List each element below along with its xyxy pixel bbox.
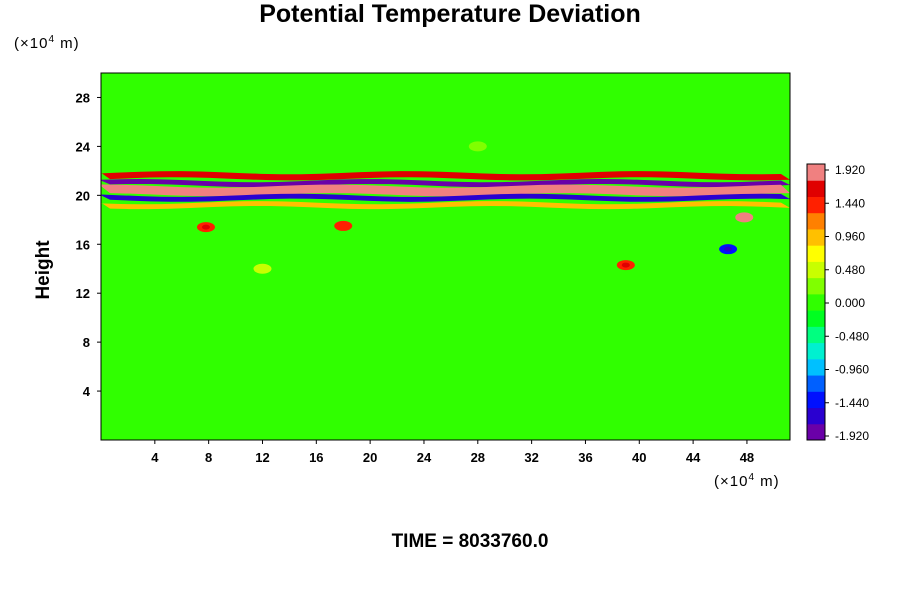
field-band: [101, 171, 790, 181]
colorbar-swatch: [807, 326, 825, 344]
y-tick-label: 12: [76, 286, 90, 301]
colorbar-swatch: [807, 261, 825, 279]
colorbar-swatch: [807, 407, 825, 425]
colorbar-swatch: [807, 310, 825, 327]
chart-title: Potential Temperature Deviation: [259, 0, 641, 28]
x-tick-label: 32: [524, 450, 538, 465]
colorbar-swatch: [807, 342, 825, 360]
y-axis-ticks: 4 8 12 16 20 24 28: [76, 90, 101, 399]
y-tick-label: 4: [83, 384, 91, 399]
x-tick-label: 28: [471, 450, 485, 465]
field-blob-core: [339, 223, 348, 229]
time-label: TIME = 8033760.0: [391, 531, 549, 552]
field-blob-core: [724, 246, 733, 252]
colorbar-frame: [806, 163, 826, 441]
colorbar-label: -0.960: [835, 363, 869, 377]
colorbar-swatch: [807, 180, 825, 197]
x-tick-label: 20: [363, 450, 377, 465]
field-band: [101, 193, 790, 202]
y-tick-label: 24: [76, 139, 91, 154]
colorbar-label: 0.960: [835, 230, 865, 244]
y-tick-label: 16: [76, 237, 90, 252]
colorbar-label: -1.440: [835, 396, 869, 410]
colorbar-swatch: [807, 423, 825, 441]
colorbar-swatch: [807, 375, 825, 392]
field-background: [101, 73, 790, 440]
colorbar-swatch: [807, 228, 825, 246]
x-axis-unit: (×104 m): [714, 472, 780, 490]
x-tick-label: 48: [740, 450, 754, 465]
colorbar-label: -0.480: [835, 329, 869, 343]
field-blob-core: [201, 224, 210, 230]
colorbar-label: 1.440: [835, 196, 865, 210]
field-blob-core: [258, 266, 267, 272]
field-band: [101, 201, 790, 210]
colorbar-label: 1.920: [835, 163, 865, 177]
field-blob-core: [740, 214, 749, 220]
field-blob-core: [473, 143, 482, 149]
x-tick-label: 44: [686, 450, 701, 465]
heatmap-field: [101, 73, 790, 440]
y-tick-label: 28: [76, 90, 90, 105]
x-tick-label: 24: [417, 450, 432, 465]
plot-frame: [100, 72, 791, 441]
x-tick-label: 8: [205, 450, 212, 465]
x-tick-label: 16: [309, 450, 323, 465]
field-band: [101, 184, 790, 197]
y-tick-label: 20: [76, 188, 90, 203]
colorbar-swatch: [807, 358, 825, 376]
colorbar-swatch: [807, 245, 825, 262]
x-axis-ticks: 4 8 12 16 20 24 28 32 36 40 44 48: [151, 440, 754, 465]
colorbar-swatch: [807, 391, 825, 409]
colorbar-label: 0.000: [835, 296, 865, 310]
x-tick-label: 12: [255, 450, 269, 465]
colorbar-swatch: [807, 212, 825, 230]
y-axis-unit: (×104 m): [14, 34, 80, 52]
x-tick-label: 40: [632, 450, 646, 465]
colorbar-swatch: [807, 277, 825, 295]
colorbar-label: -1.920: [835, 429, 869, 443]
field-blob-core: [621, 262, 630, 268]
colorbar: 1.920 1.440 0.960 0.480 0.000 -0.480 -0.960 -1.…: [806, 163, 869, 443]
y-tick-label: 8: [83, 335, 90, 350]
colorbar-swatch: [807, 293, 825, 311]
field-band: [101, 179, 790, 188]
colorbar-swatch: [807, 196, 825, 214]
x-tick-label: 4: [151, 450, 159, 465]
colorbar-label: 0.480: [835, 263, 865, 277]
colorbar-swatch: [807, 164, 825, 181]
x-tick-label: 36: [578, 450, 592, 465]
